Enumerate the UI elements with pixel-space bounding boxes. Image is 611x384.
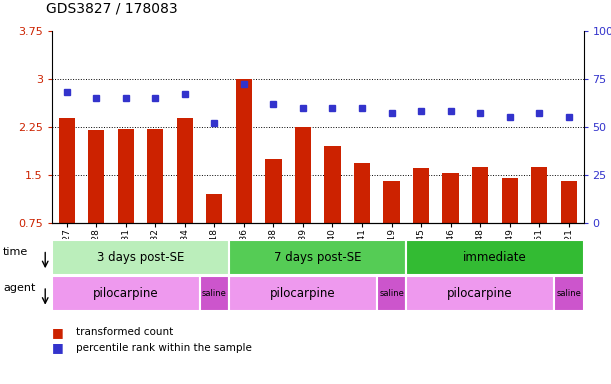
Bar: [207, 194, 222, 223]
Bar: [406, 240, 584, 275]
Bar: [59, 118, 75, 223]
Text: time: time: [3, 247, 28, 257]
Bar: [442, 174, 459, 223]
Bar: [265, 159, 282, 223]
Bar: [295, 127, 311, 223]
Text: saline: saline: [202, 289, 227, 298]
Bar: [236, 79, 252, 223]
Text: 3 days post-SE: 3 days post-SE: [97, 251, 185, 264]
Bar: [118, 129, 134, 223]
Bar: [554, 276, 584, 311]
Bar: [531, 167, 547, 223]
Text: percentile rank within the sample: percentile rank within the sample: [76, 343, 252, 353]
Text: transformed count: transformed count: [76, 327, 174, 337]
Bar: [354, 163, 370, 223]
Bar: [472, 167, 488, 223]
Text: ■: ■: [52, 326, 64, 339]
Text: saline: saline: [379, 289, 404, 298]
Bar: [177, 118, 193, 223]
Bar: [88, 130, 104, 223]
Bar: [200, 276, 229, 311]
Text: agent: agent: [3, 283, 35, 293]
Text: pilocarpine: pilocarpine: [447, 287, 513, 300]
Text: pilocarpine: pilocarpine: [270, 287, 336, 300]
Bar: [52, 276, 200, 311]
Text: 7 days post-SE: 7 days post-SE: [274, 251, 362, 264]
Bar: [406, 276, 554, 311]
Text: saline: saline: [556, 289, 581, 298]
Bar: [52, 240, 229, 275]
Text: GDS3827 / 178083: GDS3827 / 178083: [46, 2, 177, 15]
Text: ■: ■: [52, 341, 64, 354]
Bar: [561, 181, 577, 223]
Bar: [384, 181, 400, 223]
Text: pilocarpine: pilocarpine: [93, 287, 159, 300]
Bar: [147, 129, 163, 223]
Bar: [413, 168, 429, 223]
Bar: [377, 276, 406, 311]
Bar: [229, 276, 377, 311]
Bar: [229, 240, 406, 275]
Bar: [324, 146, 340, 223]
Text: immediate: immediate: [463, 251, 527, 264]
Bar: [502, 178, 518, 223]
